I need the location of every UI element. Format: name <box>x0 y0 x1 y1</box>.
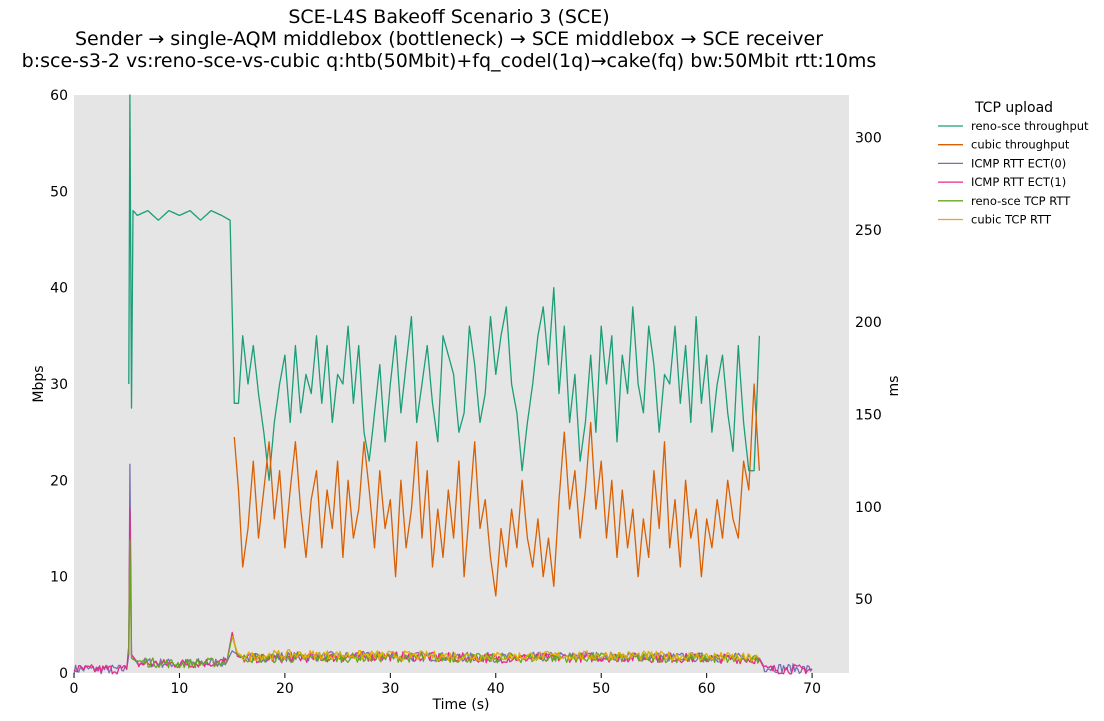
chart-title-line-3: b:sce-s3-2 vs:reno-sce-vs-cubic q:htb(50… <box>21 50 877 72</box>
y-tick-label-left: 0 <box>59 666 68 682</box>
legend-label: cubic throughput <box>971 138 1070 152</box>
legend-label: ICMP RTT ECT(0) <box>971 156 1066 170</box>
series-layer <box>73 94 813 675</box>
x-tick-label: 10 <box>171 681 189 697</box>
x-tick-label: 70 <box>803 681 821 697</box>
legend-label: reno-sce TCP RTT <box>971 194 1071 208</box>
legend-label: ICMP RTT ECT(1) <box>971 175 1066 189</box>
legend-items: reno-sce throughput cubic throughput ICMP … <box>938 119 1089 227</box>
series-line-cubic-tcp-rtt <box>231 635 760 662</box>
y-tick-label-left: 40 <box>50 281 68 297</box>
chart-title: SCE-L4S Bakeoff Scenario 3 (SCE) Sender … <box>0 6 898 72</box>
y-tick-label-left: 20 <box>50 473 68 489</box>
y-axis-label-right: ms <box>886 376 902 397</box>
legend: TCP upload reno-sce throughput cubic thro… <box>938 100 1089 227</box>
x-tick-label: 30 <box>381 681 399 697</box>
series-line-reno-sce-throughput <box>128 94 761 481</box>
y-tick-label-right: 200 <box>855 315 882 331</box>
chart-title-line-1: SCE-L4S Bakeoff Scenario 3 (SCE) <box>288 6 610 28</box>
legend-title: TCP upload <box>974 100 1053 116</box>
y-tick-label-left: 50 <box>50 184 68 200</box>
x-tick-label: 40 <box>487 681 505 697</box>
x-tick-label: 60 <box>698 681 716 697</box>
y-tick-label-left: 30 <box>50 377 68 393</box>
y-axis-label-left: Mbps <box>31 365 47 402</box>
y-tick-label-left: 60 <box>50 88 68 104</box>
y-tick-label-right: 50 <box>855 592 873 608</box>
y-tick-label-right: 150 <box>855 407 882 423</box>
x-tick-label: 20 <box>276 681 294 697</box>
y-tick-label-left: 10 <box>50 570 68 586</box>
y-tick-label-right: 250 <box>855 223 882 239</box>
series-line-cubic-throughput <box>233 383 761 597</box>
legend-label: cubic TCP RTT <box>971 213 1052 227</box>
legend-label: reno-sce throughput <box>971 119 1089 133</box>
y-tick-label-right: 100 <box>855 500 882 516</box>
y-tick-label-right: 300 <box>855 130 882 146</box>
axes-layer: 0 10 20 30 40 50 60 70 0 10 20 30 40 50 60 50 100 150 200 2… <box>50 88 882 697</box>
x-tick-label: 50 <box>592 681 610 697</box>
plot-area <box>74 95 849 673</box>
chart-title-line-2: Sender → single-AQM middlebox (bottlenec… <box>74 28 824 50</box>
x-tick-label: 0 <box>70 681 79 697</box>
x-axis-label: Time (s) <box>432 697 490 713</box>
